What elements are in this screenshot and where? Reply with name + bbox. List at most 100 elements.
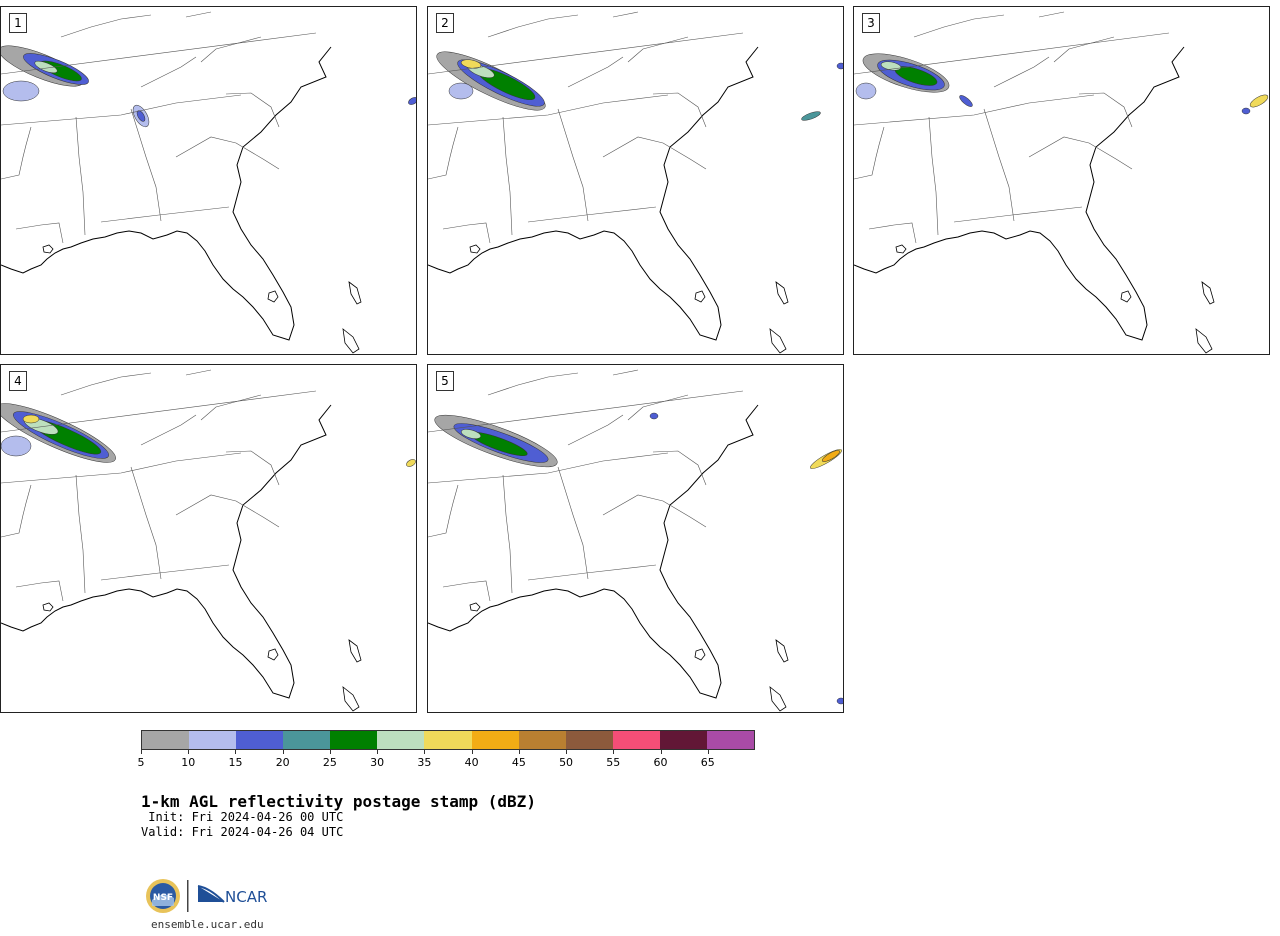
state-boundary (60, 14, 152, 38)
colorbar-segment (471, 731, 519, 749)
tick-label: 45 (511, 756, 526, 769)
ncar-logo-text: NCAR (225, 888, 267, 906)
state-boundary (130, 466, 162, 580)
reflectivity-area (649, 412, 659, 420)
state-boundary (1, 484, 32, 538)
colorbar-segment (283, 731, 331, 749)
state-boundary (1, 32, 317, 75)
state-boundary (60, 372, 152, 396)
tick-mark (235, 750, 237, 754)
valid-time: Valid: Fri 2024-04-26 04 UTC (141, 825, 344, 839)
state-boundary (567, 414, 624, 446)
map-panel-2: 2 (427, 6, 844, 355)
state-boundary (185, 369, 212, 376)
reflectivity-area (34, 60, 58, 74)
reflectivity-area (836, 62, 843, 70)
state-boundary (527, 206, 657, 223)
tick-label: 50 (559, 756, 574, 769)
state-boundary (75, 474, 86, 594)
state-boundary (502, 474, 513, 594)
state-boundary (652, 450, 707, 486)
tick-mark (707, 750, 709, 754)
tick-label: 55 (606, 756, 621, 769)
map-panel-3: 3 (853, 6, 1270, 355)
colorbar-segment (659, 731, 707, 749)
lake-outline (775, 639, 789, 663)
state-boundary (175, 494, 280, 528)
state-boundary (627, 36, 689, 63)
tick-mark (613, 750, 615, 754)
website-url: ensemble.ucar.edu (151, 918, 264, 931)
state-boundary (627, 394, 689, 421)
tick-label: 5 (137, 756, 145, 769)
lake-outline (267, 290, 279, 303)
state-boundary (612, 11, 639, 18)
reflectivity-area (855, 82, 877, 100)
lake-outline (469, 244, 481, 254)
lake-outline (895, 244, 907, 254)
tick-label: 35 (417, 756, 432, 769)
tick-label: 40 (464, 756, 479, 769)
reflectivity-area (821, 450, 841, 462)
state-boundary (225, 92, 280, 128)
state-boundary (428, 484, 459, 538)
state-boundary (612, 369, 639, 376)
colorbar-segment (236, 731, 284, 749)
state-boundary (527, 564, 657, 581)
state-boundary (442, 580, 491, 602)
reflectivity-area (136, 110, 146, 122)
reflectivity-area (448, 82, 474, 100)
map-panel-1: 1 (0, 6, 417, 355)
state-boundary (200, 36, 262, 63)
member-number: 1 (9, 13, 27, 33)
coastline (1, 404, 332, 699)
state-boundary (602, 136, 707, 170)
lake-outline (1201, 281, 1215, 305)
state-boundary (1078, 92, 1133, 128)
map-panel-5: 5 (427, 364, 844, 713)
tick-mark (282, 750, 284, 754)
state-boundary (652, 92, 707, 128)
state-boundary (140, 56, 197, 88)
logos: NSF NCAR (146, 879, 267, 913)
ncar-logo-icon: NCAR (197, 885, 267, 906)
state-boundary (428, 94, 669, 126)
tick-label: 15 (228, 756, 243, 769)
state-boundary (602, 494, 707, 528)
reflectivity-area (836, 697, 843, 705)
colorbar-segment (612, 731, 660, 749)
state-boundary (1, 126, 32, 180)
map-svg (854, 11, 1269, 354)
reflectivity-area (22, 414, 40, 424)
state-boundary (1, 452, 242, 484)
reflectivity-area (1249, 94, 1269, 108)
tick-mark (424, 750, 426, 754)
state-boundary (487, 14, 579, 38)
lake-outline (42, 602, 54, 612)
state-boundary (557, 108, 589, 222)
coastline (1, 46, 332, 341)
map-svg (1, 11, 416, 354)
state-boundary (983, 108, 1015, 222)
colorbar (141, 730, 755, 750)
map-panel-4: 4 (0, 364, 417, 713)
colorbar-segment (424, 731, 472, 749)
state-boundary (1038, 11, 1065, 18)
lake-outline (1120, 290, 1132, 303)
colorbar-segment (377, 731, 425, 749)
tick-label: 25 (322, 756, 337, 769)
state-boundary (1053, 36, 1115, 63)
member-number: 5 (436, 371, 454, 391)
map-svg (428, 369, 843, 712)
reflectivity-area (959, 95, 973, 107)
lake-outline (342, 686, 360, 712)
reflectivity-area (801, 111, 821, 121)
state-boundary (913, 14, 1005, 38)
state-boundary (442, 222, 491, 244)
state-boundary (502, 116, 513, 236)
reflectivity-area (1, 435, 32, 457)
state-boundary (854, 32, 1170, 75)
tick-mark (566, 750, 568, 754)
figure-title: 1-km AGL reflectivity postage stamp (dBZ… (141, 792, 536, 811)
coastline (428, 404, 759, 699)
